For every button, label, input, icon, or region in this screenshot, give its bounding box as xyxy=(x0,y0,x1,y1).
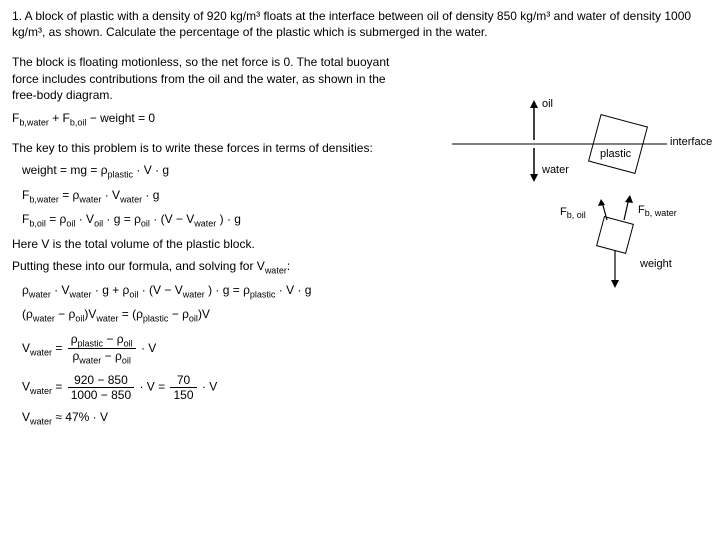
label-interface: interface xyxy=(670,136,712,148)
question-text: 1. A block of plastic with a density of … xyxy=(12,8,708,40)
eq-factored: (ρwater − ρoil)Vwater = (ρplastic − ρoil… xyxy=(22,307,708,323)
explanation-p1: The block is floating motionless, so the… xyxy=(12,54,392,103)
label-weight: weight xyxy=(640,258,672,270)
eq-vwater-numeric: Vwater = 920 − 8501000 − 850 · V = 70150… xyxy=(22,373,708,402)
diagram: oil interface plastic water Fb, oil Fb, … xyxy=(452,92,712,292)
label-plastic: plastic xyxy=(600,148,631,160)
diagram-svg xyxy=(452,92,712,292)
eq-vwater-ratio: Vwater = ρplastic − ρoil ρwater − ρoil ·… xyxy=(22,332,708,366)
label-water: water xyxy=(542,164,569,176)
label-fboil: Fb, oil xyxy=(560,206,586,220)
label-oil: oil xyxy=(542,98,553,110)
label-fbwater: Fb, water xyxy=(638,204,677,218)
eq-result: Vwater ≈ 47% · V xyxy=(22,410,708,426)
